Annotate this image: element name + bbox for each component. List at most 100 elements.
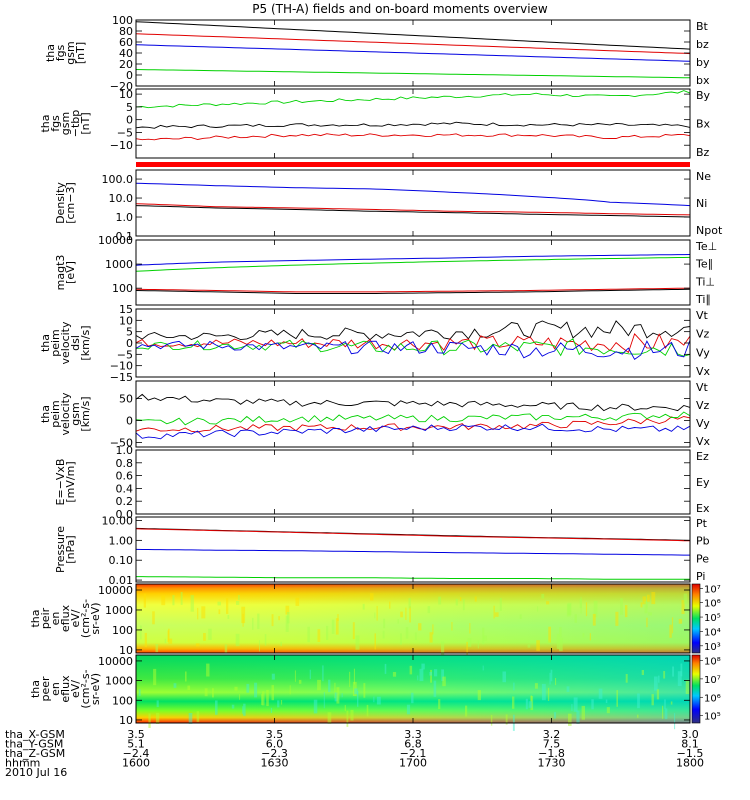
y-tick-label: 10 [119, 314, 133, 327]
y-tick-label: 0.10 [109, 554, 134, 567]
spectrogram-cell [236, 601, 240, 605]
legend-Pt: Pt [696, 517, 708, 530]
spectrogram-cell [307, 626, 310, 643]
spectrogram-cell [350, 709, 354, 721]
y-axis-label: gsm [64, 41, 77, 64]
y-axis-label: Pressure [54, 526, 67, 573]
spectrogram-cell [438, 596, 442, 605]
legend-Vt: Vt [696, 381, 709, 394]
spectrogram-cell [217, 601, 221, 606]
spectrogram-cell [392, 672, 397, 677]
y-tick-label: 10 [119, 88, 133, 101]
y-tick-label: 100.0 [102, 173, 134, 186]
spectrogram-cell [226, 598, 229, 614]
spectrogram-cell [259, 640, 260, 652]
spectrogram-cell [644, 601, 648, 614]
series-line-By [135, 90, 691, 109]
panel-peir_eflux: 10⁷ 10⁶ 10⁵ 10⁴ 10³ 10000 1000 100 10 thapeirenef… [29, 583, 721, 659]
series-line-Bx [135, 121, 691, 129]
y-axis-label: E=−VxB [54, 459, 67, 506]
y-axis-label: dsl [69, 335, 82, 351]
spectrogram-cell [261, 694, 263, 706]
y-tick-label: 0.6 [116, 470, 134, 483]
spectrogram-cell [606, 707, 610, 714]
spectrogram-cell [559, 638, 563, 652]
spectrogram-cell [337, 614, 339, 621]
y-tick-label: −10 [110, 360, 133, 373]
spectrogram-cell [637, 714, 639, 718]
y-tick-label: 0.8 [116, 457, 134, 470]
spectrogram-cell [317, 679, 321, 691]
y-tick-label: 0.2 [116, 495, 134, 508]
spectrogram-cell [541, 593, 545, 599]
y-tick-label: −20 [110, 80, 133, 93]
panel-pressure: 10.00 1.00 0.10 0.01 Pressure[nPa] Pt Pb Pe Pi [54, 514, 710, 587]
y-axis-label: peim [49, 400, 62, 428]
spectrogram-cell [685, 679, 690, 694]
spectrogram-cell [352, 622, 355, 640]
spectrogram-cell [317, 629, 321, 642]
y-tick-label: 1.00 [109, 534, 134, 547]
x-axis-row-label: tha_Y-GSM [5, 738, 63, 751]
spectrogram-cell [344, 705, 346, 712]
spectrogram-cell [243, 703, 246, 716]
spectrogram-cell [683, 593, 688, 605]
spectrogram-cell [674, 713, 676, 730]
y-axis-label: [nT] [74, 42, 87, 64]
spectrogram-cell [625, 674, 628, 683]
series-line-Vx [135, 340, 691, 360]
spectrogram-cell [441, 669, 444, 682]
spectrogram-cell [298, 679, 302, 684]
spectrogram-cell [185, 671, 187, 682]
y-axis-label: tha [39, 114, 52, 132]
y-axis-label: eV/ [69, 680, 82, 698]
spectrogram-cell [389, 601, 391, 609]
legend-Ti∥: Ti∥ [695, 293, 711, 306]
x-axis-value: 5.1 [127, 738, 145, 751]
y-tick-label: 10000 [98, 234, 133, 247]
y-tick-label: 10.00 [102, 514, 134, 527]
separator-bar [136, 162, 690, 167]
spectrogram-cell [227, 615, 230, 619]
x-axis-row-label: tha_Z-GSM [5, 747, 65, 760]
panel-frame [135, 239, 691, 306]
spectrogram-cell [277, 700, 280, 708]
spectrogram-cell [451, 622, 453, 631]
y-tick-label: 0.01 [109, 574, 134, 587]
spectrogram-cell [152, 611, 155, 625]
spectrogram-cell [654, 676, 658, 691]
spectrogram-cell [566, 686, 570, 692]
panels-group: 100806040200−20thafgsgsm[nT]Btbzbybx1050… [29, 14, 723, 731]
panel-frame [135, 449, 691, 515]
spectrogram-cell [525, 698, 528, 710]
y-tick-label: −50 [110, 437, 133, 450]
spectrogram-cell [651, 694, 654, 706]
spectrogram-cell [465, 705, 468, 717]
spectrogram-cell [460, 597, 462, 601]
spectrogram-cell [582, 633, 585, 638]
x-axis-value: 3.5 [266, 728, 284, 741]
plot-title: P5 (TH-A) fields and on-board moments ov… [252, 2, 548, 16]
y-tick-label: 1000 [105, 258, 133, 271]
x-axis-value: −2.3 [261, 747, 288, 760]
spectrogram-cell [376, 696, 381, 705]
series-line-Ti⊥ [135, 254, 691, 266]
spectrogram-cell [530, 695, 532, 702]
spectrogram-cell [589, 633, 591, 641]
series-line-Te⊥ [135, 287, 690, 293]
legend-Ni: Ni [696, 197, 707, 210]
spectrogram-cell [208, 628, 212, 640]
y-axis-label: en [49, 682, 62, 696]
y-tick-label: 10000 [98, 655, 133, 668]
spectrogram-cell [155, 644, 159, 653]
spectrogram-cell [322, 665, 324, 682]
x-axis-value: 8.1 [681, 738, 699, 751]
spectrogram-cell [323, 692, 325, 709]
series-line-Ne [135, 203, 691, 216]
spectrogram-cell [334, 692, 339, 702]
y-axis-label: en [49, 612, 62, 626]
series-line-Vz [135, 416, 691, 433]
spectrogram-cell [566, 604, 571, 617]
